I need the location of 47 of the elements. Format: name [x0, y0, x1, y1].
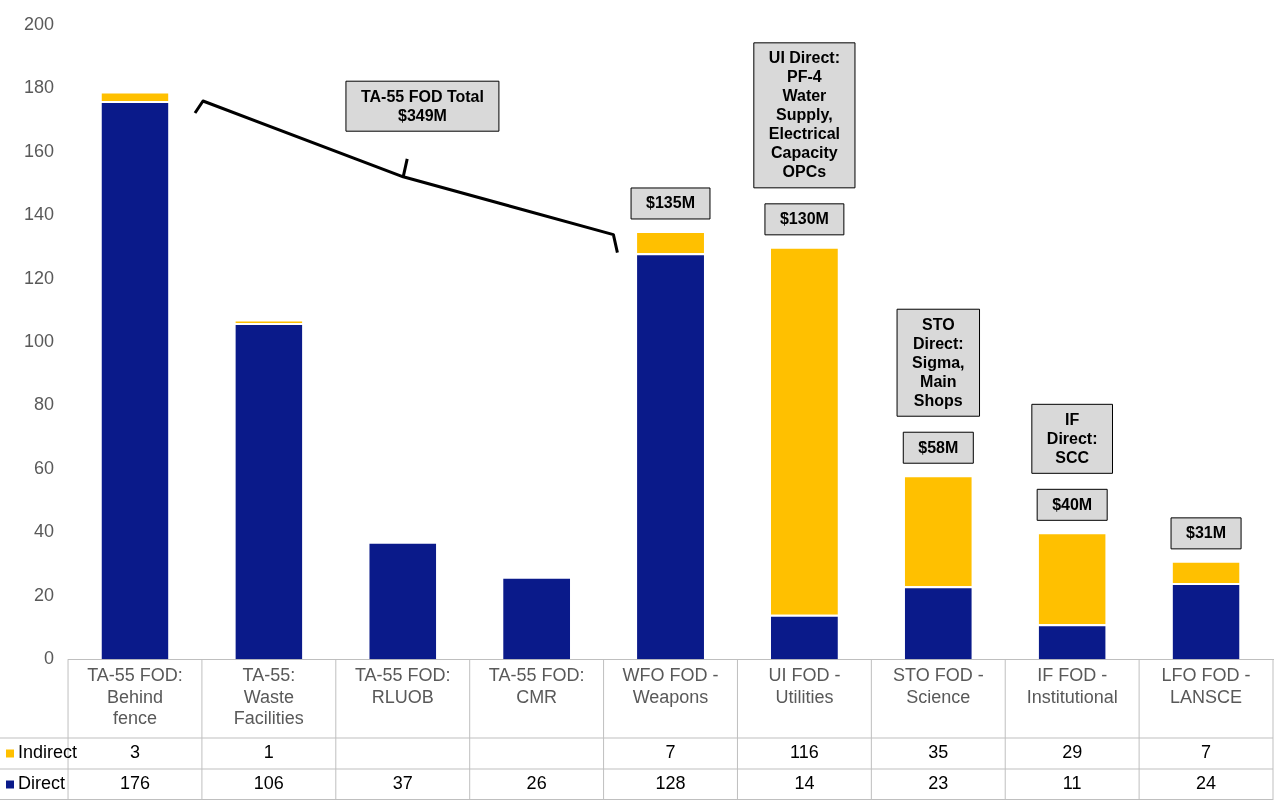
annotation: STO Direct: Sigma, Main Shops — [912, 315, 965, 409]
x-tick-label: TA-55: Waste Facilities — [233, 664, 304, 729]
y-tick-label: 20 — [34, 584, 55, 605]
y-tick-label: 120 — [23, 267, 55, 288]
annotation: $58M — [918, 438, 959, 456]
data-label: 11 — [1062, 773, 1082, 794]
x-tick-label: IF FOD - Institutional — [1026, 664, 1118, 707]
x-tick-label: STO FOD - Science — [892, 664, 984, 707]
x-tick-label: TA-55 FOD: RLUOB — [354, 664, 451, 707]
x-tick-label: LFO FOD - LANSCE — [1161, 664, 1251, 707]
legend-label: Direct — [18, 773, 66, 794]
data-label: 35 — [928, 742, 949, 763]
y-tick-label: 200 — [23, 13, 55, 34]
data-label: 7 — [665, 742, 676, 763]
data-label: 1 — [263, 742, 274, 763]
data-label: 176 — [119, 773, 150, 794]
x-tick-label: WFO FOD - Weapons — [622, 664, 719, 707]
x-tick-label: UI FOD - Utilities — [768, 664, 841, 707]
data-label: 24 — [1196, 773, 1217, 794]
annotation: $31M — [1186, 524, 1227, 542]
data-label: 37 — [392, 773, 413, 794]
y-tick-label: 140 — [23, 204, 55, 225]
y-tick-label: 100 — [23, 330, 55, 351]
y-tick-label: 80 — [34, 394, 55, 415]
annotation: $135M — [646, 194, 695, 212]
data-label: 106 — [253, 773, 284, 794]
x-tick-label: TA-55 FOD: CMR — [488, 664, 585, 707]
annotation: UI Direct: PF-4 Water Supply, Electrical Capacity OPCs — [768, 49, 840, 181]
y-tick-label: 160 — [23, 140, 55, 161]
data-label: 26 — [526, 773, 547, 794]
data-label: 7 — [1201, 742, 1212, 763]
annotation: $40M — [1052, 495, 1093, 513]
legend-label: Indirect — [18, 742, 78, 763]
data-label: 128 — [655, 773, 686, 794]
data-label: 29 — [1062, 742, 1083, 763]
annotation: IF Direct: SCC — [1046, 410, 1098, 466]
data-label: 14 — [794, 773, 815, 794]
y-tick-label: 0 — [44, 648, 55, 669]
data-label: 116 — [790, 742, 819, 763]
y-tick-label: 40 — [34, 521, 55, 542]
data-label: 3 — [129, 742, 140, 763]
annotation: $130M — [779, 210, 829, 228]
y-tick-label: 180 — [23, 77, 55, 98]
y-tick-label: 60 — [34, 457, 55, 478]
x-tick-label: TA-55 FOD: Behind fence — [87, 664, 183, 729]
annotation: TA-55 FOD Total $349M — [360, 87, 484, 124]
data-label: 23 — [928, 773, 949, 794]
